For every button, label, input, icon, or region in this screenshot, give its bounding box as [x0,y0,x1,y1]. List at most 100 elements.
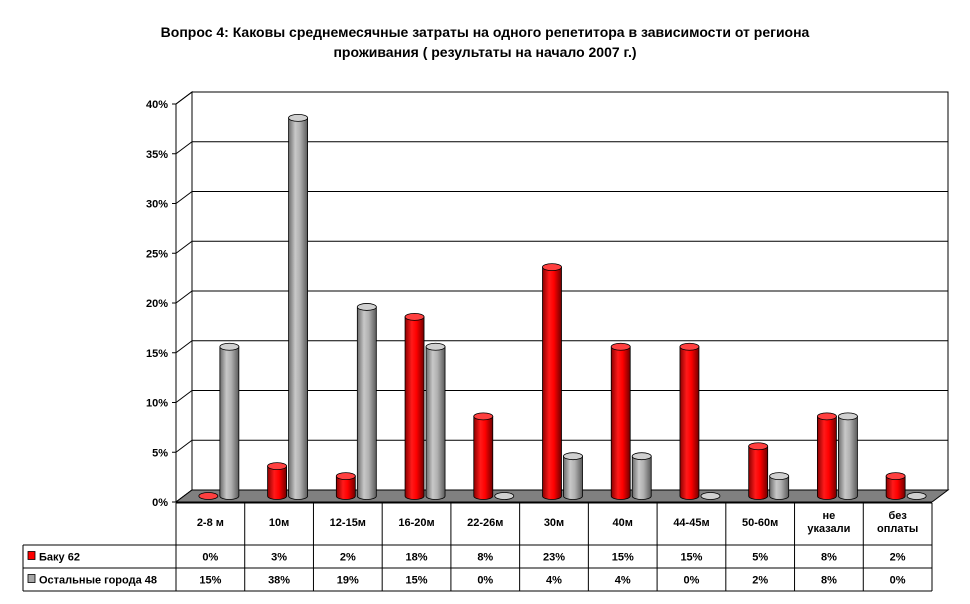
bar-baku [748,442,769,500]
data-label: 15% [680,552,702,564]
legend-label: Баку 62 [39,552,80,564]
bar-baku-top [267,462,287,471]
chart-title: Вопрос 4: Каковы среднемесячные затраты … [80,22,890,62]
data-label: 18% [406,552,428,564]
bar-baku [542,263,562,500]
data-label: 0% [684,575,700,587]
gridline-side [175,240,193,254]
category-label: 44-45м [673,517,709,529]
bar-baku-body [404,316,425,500]
bar-other-cities-body [356,306,377,500]
category-label: 12-15м [330,517,366,529]
bar-baku [198,492,219,500]
gridline-side [175,390,193,403]
bar-baku-body [542,266,562,500]
category-label: без [888,510,907,522]
bar-baku-body [473,416,494,500]
category-label: указали [807,523,850,535]
data-label: 4% [615,575,631,587]
data-label: 38% [268,575,290,587]
legend-swatch [27,574,36,583]
bar-baku-top [198,492,219,500]
bar-other-cities-top [425,342,446,351]
bar-other-cities [425,342,446,500]
legend-swatch [27,551,36,560]
bar-other-cities [700,492,721,500]
gridline-side [175,141,193,155]
category-label: 50-60м [742,517,778,529]
bar-baku-top [335,472,356,481]
category-label: не [823,510,836,522]
chart-title-line-2: проживания ( результаты на начало 2007 г… [333,44,637,60]
bar-other-cities-body [288,117,308,500]
bar-baku-body [335,475,356,500]
bar-baku-top [748,442,769,451]
data-label: 8% [821,575,837,587]
bar-baku-body [610,346,631,500]
legend-label: Остальные города 48 [39,575,157,587]
data-label: 15% [612,552,634,564]
bar-other-cities-body [219,346,240,500]
data-label: 0% [890,575,906,587]
category-label: 22-26м [467,517,503,529]
bar-baku [885,472,906,500]
bar-other-cities [219,342,240,500]
category-label: 10м [269,517,289,529]
y-tick-label: 20% [146,298,168,310]
bar-baku-top [817,412,837,421]
bar-other-cities-body [769,475,790,500]
data-label: 4% [546,575,562,587]
gridline-side [175,91,193,105]
bar-baku-top [679,342,700,351]
bar-baku [610,342,631,500]
category-label: 16-20м [398,517,434,529]
bar-other-cities [838,412,858,500]
data-label: 3% [271,552,287,564]
bar-baku-top [473,412,494,421]
bar-other-cities [288,114,308,500]
bar-baku [335,472,356,500]
data-label: 5% [752,552,768,564]
y-tick-label: 30% [146,199,168,211]
bar-other-cities [769,472,790,500]
data-label: 15% [406,575,428,587]
bar-baku [473,412,494,500]
bar-baku-body [267,465,287,500]
category-label: 40м [613,517,633,529]
y-tick-label: 25% [146,248,168,260]
bar-other-cities [563,452,583,500]
data-label: 2% [340,552,356,564]
bar-other-cities-top [700,492,721,500]
gridline-side [175,290,193,304]
category-label: оплаты [877,523,918,535]
y-tick-label: 40% [146,99,168,111]
bar-other-cities-top [356,303,377,311]
bar-baku-body [885,475,906,500]
category-label: 2-8 м [197,517,224,529]
bar-other-cities-body [838,416,858,500]
bar-baku-top [404,312,425,321]
y-tick-label: 0% [152,497,168,509]
bar-baku-body [679,346,700,500]
data-label: 23% [543,552,565,564]
bar-other-cities-top [288,114,308,122]
gridline-side [175,340,193,354]
bar-other-cities [906,492,927,500]
bar-baku [679,342,700,500]
y-tick-label: 10% [146,398,168,410]
bar-baku [817,412,837,500]
data-label: 0% [202,552,218,564]
data-label: 19% [337,575,359,587]
bar-other-cities-top [906,492,927,500]
gridline-side [175,191,193,204]
category-label: 30м [544,517,564,529]
bar-other-cities-body [425,346,446,500]
bar-baku-top [610,342,631,351]
y-tick-label: 15% [146,348,168,360]
bar-other-cities-body [631,455,652,500]
bar-baku-body [748,445,769,500]
data-label: 2% [890,552,906,564]
bar-other-cities-top [631,452,652,461]
data-label: 2% [752,575,768,587]
bar-other-cities-top [769,472,790,481]
